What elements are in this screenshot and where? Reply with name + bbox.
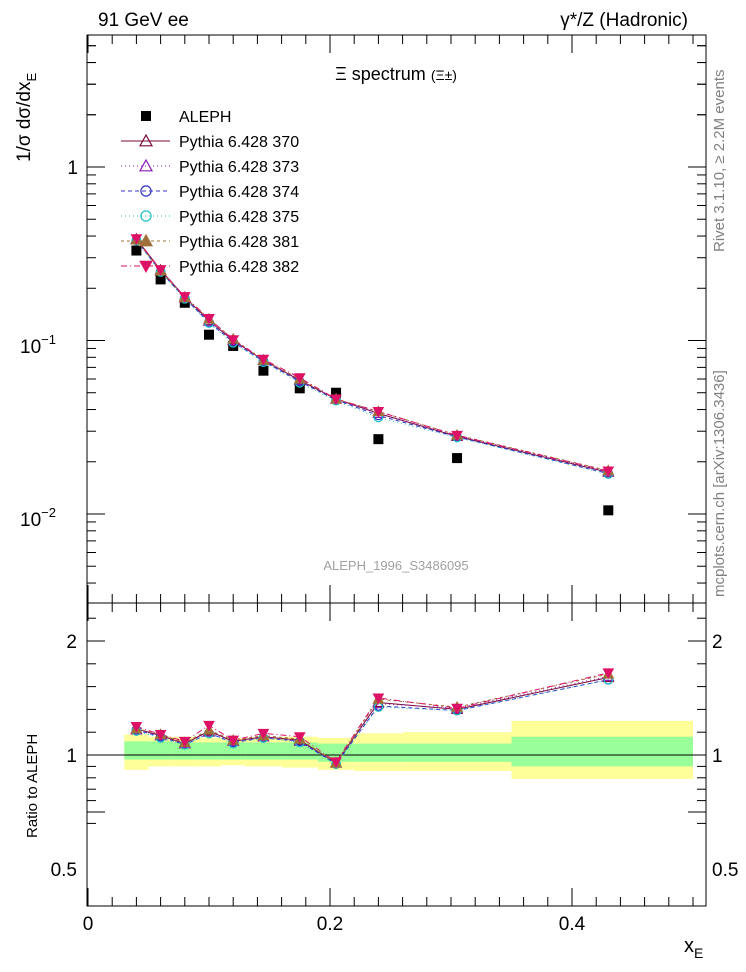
mc-point <box>602 466 615 478</box>
legend-label: Pythia 6.428 373 <box>179 159 299 176</box>
mc-point <box>227 335 240 346</box>
legend-marker <box>138 158 154 172</box>
legend-label: Pythia 6.428 382 <box>179 259 299 276</box>
ratio-panel: Ratio to ALEPH 2 1 0.5 2 1 0.5 0 0.2 0.4… <box>24 602 738 961</box>
ratio-ytick-right-2: 2 <box>712 632 723 653</box>
mc-point <box>130 234 143 245</box>
main-title: Ξ spectrum (Ξ±) <box>335 64 457 84</box>
ratio-ytick-left-2: 2 <box>66 632 77 653</box>
xtick-label-0.4: 0.4 <box>559 914 586 935</box>
data-point <box>373 434 384 445</box>
mc-point <box>203 313 215 325</box>
data-point <box>331 387 342 398</box>
ratio-point <box>154 729 167 741</box>
legend-label: ALEPH <box>179 109 231 126</box>
ratio-ytick-right-0.5: 0.5 <box>712 860 738 881</box>
ytick-label-1: 1 <box>67 158 78 179</box>
legend-marker <box>138 233 154 247</box>
ratio-point <box>203 720 215 732</box>
ratio-point <box>178 736 191 748</box>
ytick-label-0.1: 10−1 <box>20 332 56 358</box>
xtick-label-0.2: 0.2 <box>317 914 343 935</box>
ratio-point <box>451 703 463 715</box>
data-point <box>204 329 214 340</box>
data-point <box>131 245 142 256</box>
header-right: γ*/Z (Hadronic) <box>560 10 688 31</box>
ytick-label-0.01: 10−2 <box>20 505 56 531</box>
legend-marker <box>140 210 152 222</box>
legend-marker <box>140 185 152 197</box>
ratio-point <box>257 728 270 740</box>
header-left: 91 GeV ee <box>98 10 189 31</box>
xtick-label-0: 0 <box>83 914 94 935</box>
data-point <box>155 274 166 285</box>
mc-point <box>372 406 385 418</box>
ratio-point <box>602 668 615 679</box>
mc-point <box>178 292 191 303</box>
legend: ALEPH Pythia 6.428 370 Pythia 6.428 373 Pyt… <box>121 109 299 276</box>
mc-point <box>330 394 342 406</box>
watermark: ALEPH_1996_S3486095 <box>323 558 468 573</box>
legend-marker <box>138 133 154 147</box>
ratio-point <box>227 735 240 747</box>
band-inner <box>196 742 222 760</box>
mc-point <box>293 373 306 384</box>
ratio-point <box>130 722 143 733</box>
mcplots-label: mcplots.cern.ch [arXiv:1306.3436] <box>711 370 728 597</box>
legend-label: Pythia 6.428 370 <box>179 134 299 151</box>
band-inner <box>354 743 403 762</box>
rivet-label: Rivet 3.1.10, ≥ 2.2M events <box>711 70 728 253</box>
mc-point <box>451 430 463 442</box>
ratio-point <box>330 757 342 768</box>
ratio-ytick-right-1: 1 <box>712 746 723 767</box>
band-inner <box>402 743 512 762</box>
band-inner <box>124 741 149 760</box>
main-ylabel: 1/σ dσ/dxE <box>14 73 39 163</box>
series-line-pythia-6.428-382 <box>136 238 609 472</box>
data-point <box>452 453 463 464</box>
data-point <box>294 383 305 394</box>
legend-marker <box>139 260 153 274</box>
band-inner <box>245 742 282 760</box>
band-inner <box>511 736 693 767</box>
ratio-ytick-left-0.5: 0.5 <box>51 860 77 881</box>
band-inner <box>148 741 173 760</box>
ratio-point <box>372 693 385 705</box>
ratio-point <box>293 732 306 743</box>
data-point <box>258 365 269 376</box>
mc-point <box>257 354 270 366</box>
ratio-ylabel: Ratio to ALEPH <box>24 734 41 838</box>
ratio-ytick-left-1: 1 <box>66 746 77 767</box>
legend-label: Pythia 6.428 374 <box>179 184 299 201</box>
legend-label: Pythia 6.428 381 <box>179 234 299 251</box>
data-point <box>603 505 614 516</box>
x-axis-label: xE <box>684 935 703 961</box>
legend-label: Pythia 6.428 375 <box>179 209 299 226</box>
legend-marker <box>141 111 151 121</box>
main-panel: Ξ spectrum (Ξ±) 1/σ dσ/dxE 1 10−1 10−2 A… <box>14 34 707 604</box>
